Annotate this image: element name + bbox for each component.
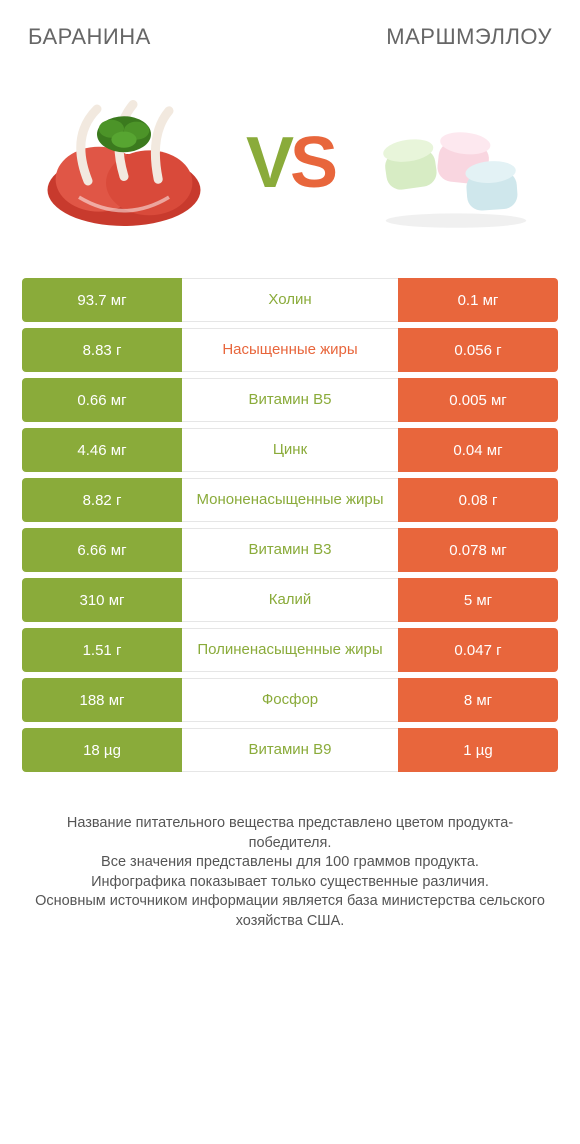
left-value: 4.46 мг xyxy=(22,428,182,472)
table-row: 188 мгФосфор8 мг xyxy=(22,678,558,722)
right-value: 0.1 мг xyxy=(398,278,558,322)
table-row: 8.83 гНасыщенные жиры0.056 г xyxy=(22,328,558,372)
left-value: 0.66 мг xyxy=(22,378,182,422)
table-row: 8.82 гМононенасыщенные жиры0.08 г xyxy=(22,478,558,522)
table-row: 18 µgВитамин B91 µg xyxy=(22,728,558,772)
right-value: 1 µg xyxy=(398,728,558,772)
left-value: 188 мг xyxy=(22,678,182,722)
footer-line: Инфографика показывает только существенн… xyxy=(26,873,554,893)
left-value: 18 µg xyxy=(22,728,182,772)
nutrient-name: Фосфор xyxy=(182,678,398,722)
table-row: 4.46 мгЦинк0.04 мг xyxy=(22,428,558,472)
right-value: 0.08 г xyxy=(398,478,558,522)
nutrient-name: Холин xyxy=(182,278,398,322)
nutrient-name: Цинк xyxy=(182,428,398,472)
footer-line: Название питательного вещества представл… xyxy=(26,814,554,853)
right-value: 0.078 мг xyxy=(398,528,558,572)
title-left: БАРАНИНА xyxy=(28,24,151,50)
right-value: 0.056 г xyxy=(398,328,558,372)
marshmallow-image xyxy=(366,88,546,238)
nutrient-name: Калий xyxy=(182,578,398,622)
footer-line: Все значения представлены для 100 граммо… xyxy=(26,853,554,873)
left-value: 8.83 г xyxy=(22,328,182,372)
comparison-table: 93.7 мгХолин0.1 мг8.83 гНасыщенные жиры0… xyxy=(0,278,580,778)
header: БАРАНИНА МАРШМЭЛЛОУ xyxy=(0,0,580,58)
vs-s: S xyxy=(290,123,334,203)
nutrient-name: Витамин B5 xyxy=(182,378,398,422)
left-value: 8.82 г xyxy=(22,478,182,522)
left-value: 310 мг xyxy=(22,578,182,622)
footer-note: Название питательного вещества представл… xyxy=(0,778,580,949)
nutrient-name: Полиненасыщенные жиры xyxy=(182,628,398,672)
table-row: 6.66 мгВитамин B30.078 мг xyxy=(22,528,558,572)
left-value: 6.66 мг xyxy=(22,528,182,572)
infographic: БАРАНИНА МАРШМЭЛЛОУ VS xyxy=(0,0,580,1144)
right-value: 0.04 мг xyxy=(398,428,558,472)
title-right: МАРШМЭЛЛОУ xyxy=(386,24,552,50)
nutrient-name: Витамин B9 xyxy=(182,728,398,772)
footer-line: Основным источником информации является … xyxy=(26,892,554,931)
vs-label: VS xyxy=(246,122,334,204)
right-value: 8 мг xyxy=(398,678,558,722)
nutrient-name: Витамин B3 xyxy=(182,528,398,572)
lamb-image xyxy=(34,88,214,238)
left-value: 93.7 мг xyxy=(22,278,182,322)
hero-row: VS xyxy=(0,58,580,278)
nutrient-name: Мононенасыщенные жиры xyxy=(182,478,398,522)
right-value: 5 мг xyxy=(398,578,558,622)
right-value: 0.047 г xyxy=(398,628,558,672)
table-row: 93.7 мгХолин0.1 мг xyxy=(22,278,558,322)
nutrient-name: Насыщенные жиры xyxy=(182,328,398,372)
table-row: 310 мгКалий5 мг xyxy=(22,578,558,622)
table-row: 1.51 гПолиненасыщенные жиры0.047 г xyxy=(22,628,558,672)
vs-v: V xyxy=(246,123,290,203)
right-value: 0.005 мг xyxy=(398,378,558,422)
table-row: 0.66 мгВитамин B50.005 мг xyxy=(22,378,558,422)
left-value: 1.51 г xyxy=(22,628,182,672)
